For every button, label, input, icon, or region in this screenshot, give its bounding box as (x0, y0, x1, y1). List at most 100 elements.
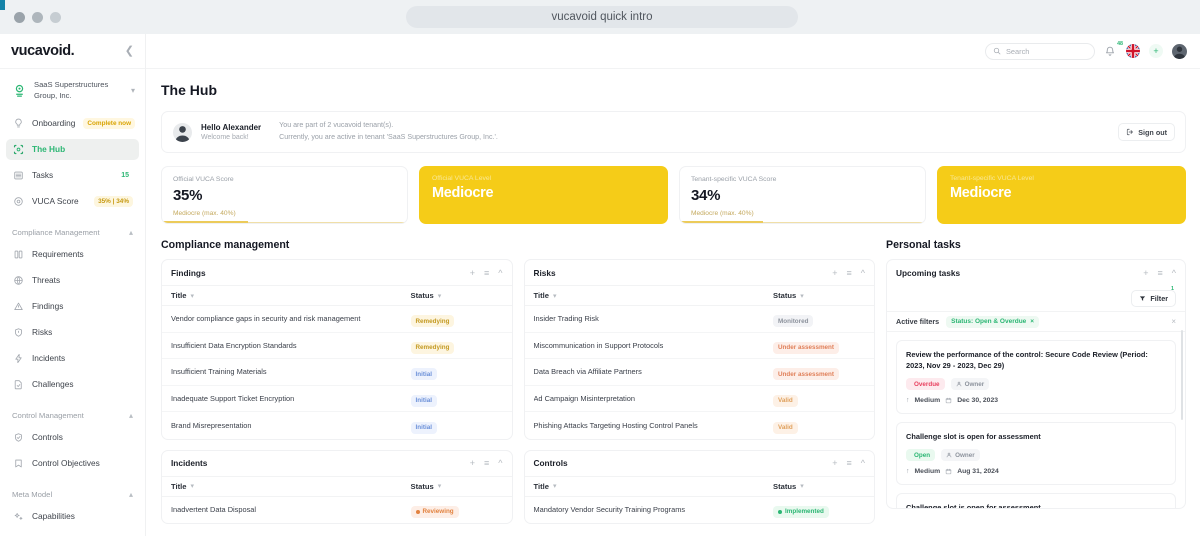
list-icon[interactable]: ≡ (484, 267, 490, 278)
user-icon (956, 381, 962, 387)
minimize-window-dot[interactable] (32, 11, 43, 23)
panel-title: Risks (533, 267, 556, 278)
compliance-column-left: Compliance management Findings + ≡ ^ (161, 239, 513, 534)
table-row[interactable]: Insufficient Training Materials Initial (162, 359, 512, 386)
active-filter-chip[interactable]: Status: Open & Overdue × (946, 315, 1040, 328)
chevron-up-icon[interactable]: ^ (498, 458, 503, 468)
chevron-down-icon: ▾ (552, 292, 557, 300)
personal-tasks-column: Personal tasks Upcoming tasks + ≡ ^ (886, 239, 1186, 534)
incidents-icon (12, 352, 24, 364)
maximize-window-dot[interactable] (50, 11, 61, 23)
sidebar-item-threats[interactable]: Threats (6, 270, 139, 291)
list-icon[interactable]: ≡ (484, 458, 490, 468)
column-header-status[interactable]: Status ▾ (773, 291, 865, 300)
sidebar-item-vuca-score[interactable]: VUCA Score 35% | 34% (6, 191, 139, 212)
table-row[interactable]: Inadvertent Data Disposal Reviewing (162, 497, 512, 524)
sidebar-item-control-objectives[interactable]: Control Objectives (6, 453, 139, 474)
sidebar-item-incidents[interactable]: Incidents (6, 348, 139, 369)
plus-icon[interactable]: + (832, 267, 838, 278)
plus-icon[interactable]: + (832, 458, 838, 468)
plus-icon[interactable]: + (469, 458, 475, 468)
sidebar-item-label: VUCA Score (32, 196, 79, 207)
chevron-up-icon[interactable]: ▴ (128, 489, 133, 499)
task-priority: Medium (914, 397, 941, 405)
window-controls[interactable] (14, 11, 61, 23)
sidebar-group-control-management[interactable]: Control Management ▴ (6, 400, 139, 427)
address-bar[interactable]: vucavoid quick intro (406, 6, 798, 28)
sidebar-group-compliance-management[interactable]: Compliance Management ▴ (6, 217, 139, 244)
add-button[interactable]: + (1149, 44, 1163, 58)
table-row[interactable]: Insufficient Data Encryption Standards R… (162, 333, 512, 359)
sidebar-item-the-hub[interactable]: The Hub (6, 138, 139, 160)
column-status-label: Status (410, 481, 434, 491)
column-header-status[interactable]: Status ▾ (411, 482, 503, 491)
sidebar-item-objects[interactable]: Objects (6, 532, 139, 536)
sidebar-item-requirements[interactable]: Requirements (6, 244, 139, 265)
welcome-greeting: Hello Alexander Welcome back! (201, 123, 261, 141)
filter-button[interactable]: Filter 1 (1131, 286, 1176, 307)
chevron-up-icon[interactable]: ▴ (128, 227, 133, 237)
official-vuca-level-card[interactable]: Official VUCA Level Mediocre (419, 166, 668, 224)
table-row[interactable]: Phishing Attacks Targeting Hosting Contr… (525, 412, 875, 439)
column-header-title[interactable]: Title ▾ (534, 291, 774, 300)
column-header-title[interactable]: Title ▾ (534, 482, 774, 491)
score-card-value: Mediocre (432, 185, 494, 201)
column-title-label: Title (171, 291, 187, 300)
column-header-title[interactable]: Title ▾ (171, 482, 411, 491)
sign-out-button[interactable]: Sign out (1118, 123, 1175, 141)
sidebar-item-risks[interactable]: Risks (6, 322, 139, 343)
list-icon[interactable]: ≡ (846, 267, 852, 278)
chevron-up-icon[interactable]: ^ (498, 267, 503, 278)
chevron-up-icon[interactable]: ▴ (128, 410, 133, 420)
status-badge: Initial (410, 421, 437, 434)
column-header-status[interactable]: Status ▾ (773, 482, 865, 491)
official-vuca-score-card[interactable]: Official VUCA Score 35% Mediocre (max. 4… (161, 166, 408, 224)
table-row[interactable]: Ad Campaign Misinterpretation Valid (524, 386, 874, 412)
clear-filters-icon[interactable]: × (1171, 317, 1176, 326)
chevron-down-icon: ▾ (800, 292, 804, 300)
panel-actions: + ≡ ^ (1143, 268, 1176, 278)
table-row[interactable]: Brand Misrepresentation Initial (162, 412, 512, 439)
table-row[interactable]: Data Breach via Affiliate Partners Under… (524, 359, 874, 386)
user-avatar[interactable] (1172, 43, 1187, 59)
tenant-selector[interactable]: SaaS Superstructures Group, Inc. ▾ (0, 69, 145, 113)
chevron-up-icon[interactable]: ^ (1171, 267, 1176, 278)
sidebar-collapse-icon[interactable]: ❮ (124, 44, 134, 57)
table-row[interactable]: Inadequate Support Ticket Encryption Ini… (162, 386, 512, 412)
plus-icon[interactable]: + (1143, 267, 1149, 278)
column-title-label: Title (533, 481, 549, 491)
tenant-vuca-level-card[interactable]: Tenant-specific VUCA Level Mediocre (937, 166, 1186, 224)
tasks-scrollbar[interactable] (1180, 330, 1183, 420)
sidebar-item-controls[interactable]: Controls (6, 427, 139, 448)
plus-icon[interactable]: + (469, 267, 475, 278)
search-input[interactable]: Search (985, 42, 1095, 60)
column-header-status[interactable]: Status ▾ (411, 291, 503, 300)
chevron-down-icon[interactable]: ▾ (130, 86, 135, 96)
notifications-button[interactable]: 48 (1104, 41, 1123, 58)
sidebar-item-tasks[interactable]: Tasks 15 (6, 165, 139, 186)
chevron-up-icon[interactable]: ^ (860, 267, 865, 278)
app-logo[interactable]: vucavoid. (11, 43, 75, 59)
row-title: Insufficient Training Materials (171, 367, 267, 377)
score-card-note: Mediocre (max. 40%) (173, 210, 236, 217)
sidebar-item-challenges[interactable]: Challenges (6, 374, 139, 395)
sidebar-item-findings[interactable]: Findings (6, 296, 139, 317)
column-header-title[interactable]: Title ▾ (171, 291, 411, 300)
task-card[interactable]: Challenge slot is open for assessment Op… (896, 422, 1176, 486)
sidebar-item-capabilities[interactable]: Capabilities (6, 506, 139, 527)
sidebar-group-meta-model[interactable]: Meta Model ▴ (6, 479, 139, 506)
uk-flag-icon[interactable] (1126, 44, 1140, 58)
table-row[interactable]: Mandatory Vendor Security Training Progr… (525, 497, 875, 524)
task-card[interactable]: Challenge slot is open for assessment Op… (896, 493, 1176, 508)
chevron-up-icon[interactable]: ^ (860, 458, 865, 468)
table-row[interactable]: Vendor compliance gaps in security and r… (162, 306, 512, 333)
close-window-dot[interactable] (14, 11, 25, 23)
sidebar-item-onboarding[interactable]: Onboarding Complete now (6, 113, 139, 134)
task-card[interactable]: Review the performance of the control: S… (896, 340, 1176, 415)
tenant-vuca-score-card[interactable]: Tenant-specific VUCA Score 34% Mediocre … (679, 166, 926, 224)
table-row[interactable]: Insider Trading Risk Monitored (524, 306, 874, 333)
list-icon[interactable]: ≡ (1157, 267, 1163, 278)
close-icon[interactable]: × (1030, 318, 1035, 325)
list-icon[interactable]: ≡ (846, 458, 852, 468)
table-row[interactable]: Miscommunication in Support Protocols Un… (524, 333, 874, 359)
